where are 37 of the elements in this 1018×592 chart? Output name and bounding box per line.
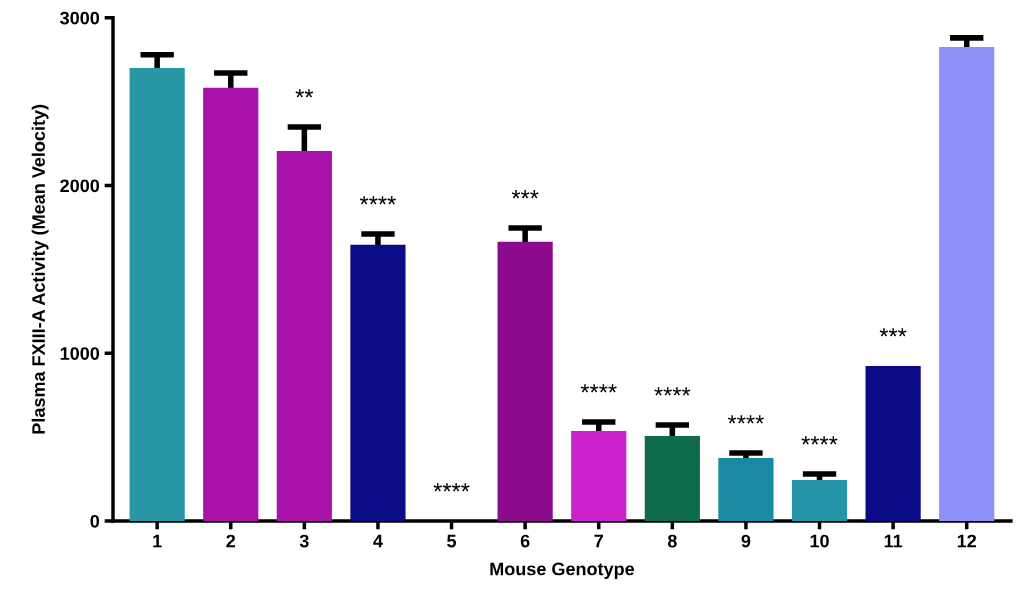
bar bbox=[350, 244, 406, 521]
bar bbox=[203, 87, 259, 521]
x-tick-label: 1 bbox=[153, 534, 162, 548]
bar bbox=[791, 480, 848, 521]
data-label: **** bbox=[654, 387, 691, 396]
data-label: **** bbox=[727, 415, 764, 424]
x-tick-label: 2 bbox=[226, 534, 236, 548]
data-label: *** bbox=[511, 190, 539, 199]
bar bbox=[865, 365, 921, 521]
data-label: **** bbox=[433, 483, 470, 492]
x-tick-label: 11 bbox=[884, 534, 903, 548]
x-tick-label: 3 bbox=[299, 534, 309, 548]
bar bbox=[129, 67, 185, 521]
data-label: **** bbox=[359, 196, 396, 205]
x-axis-title: Mouse Genotype bbox=[490, 562, 635, 579]
y-axis-title: Plasma FXIII-A Activity (Mean Velocity) bbox=[31, 104, 49, 434]
y-tick-label: 0 bbox=[90, 514, 100, 528]
data-label: *** bbox=[879, 328, 907, 337]
x-tick-label: 5 bbox=[447, 534, 457, 548]
y-tick-label: 2000 bbox=[60, 179, 100, 193]
x-tick-label: 7 bbox=[594, 534, 603, 548]
x-tick-label: 12 bbox=[957, 534, 977, 548]
data-label: **** bbox=[801, 436, 838, 445]
y-tick-label: 3000 bbox=[60, 11, 100, 25]
data-label: ** bbox=[295, 89, 314, 98]
x-tick-label: 10 bbox=[810, 534, 829, 548]
data-label: **** bbox=[580, 384, 617, 393]
x-tick-label: 4 bbox=[373, 534, 383, 548]
x-tick-label: 8 bbox=[667, 534, 677, 548]
x-tick-label: 6 bbox=[520, 534, 530, 548]
bar bbox=[497, 241, 553, 521]
bar bbox=[276, 150, 332, 521]
bar bbox=[939, 46, 995, 521]
x-tick-label: 9 bbox=[741, 534, 751, 548]
bar bbox=[571, 430, 627, 521]
y-tick-label: 1000 bbox=[60, 347, 100, 360]
bar bbox=[644, 435, 700, 521]
